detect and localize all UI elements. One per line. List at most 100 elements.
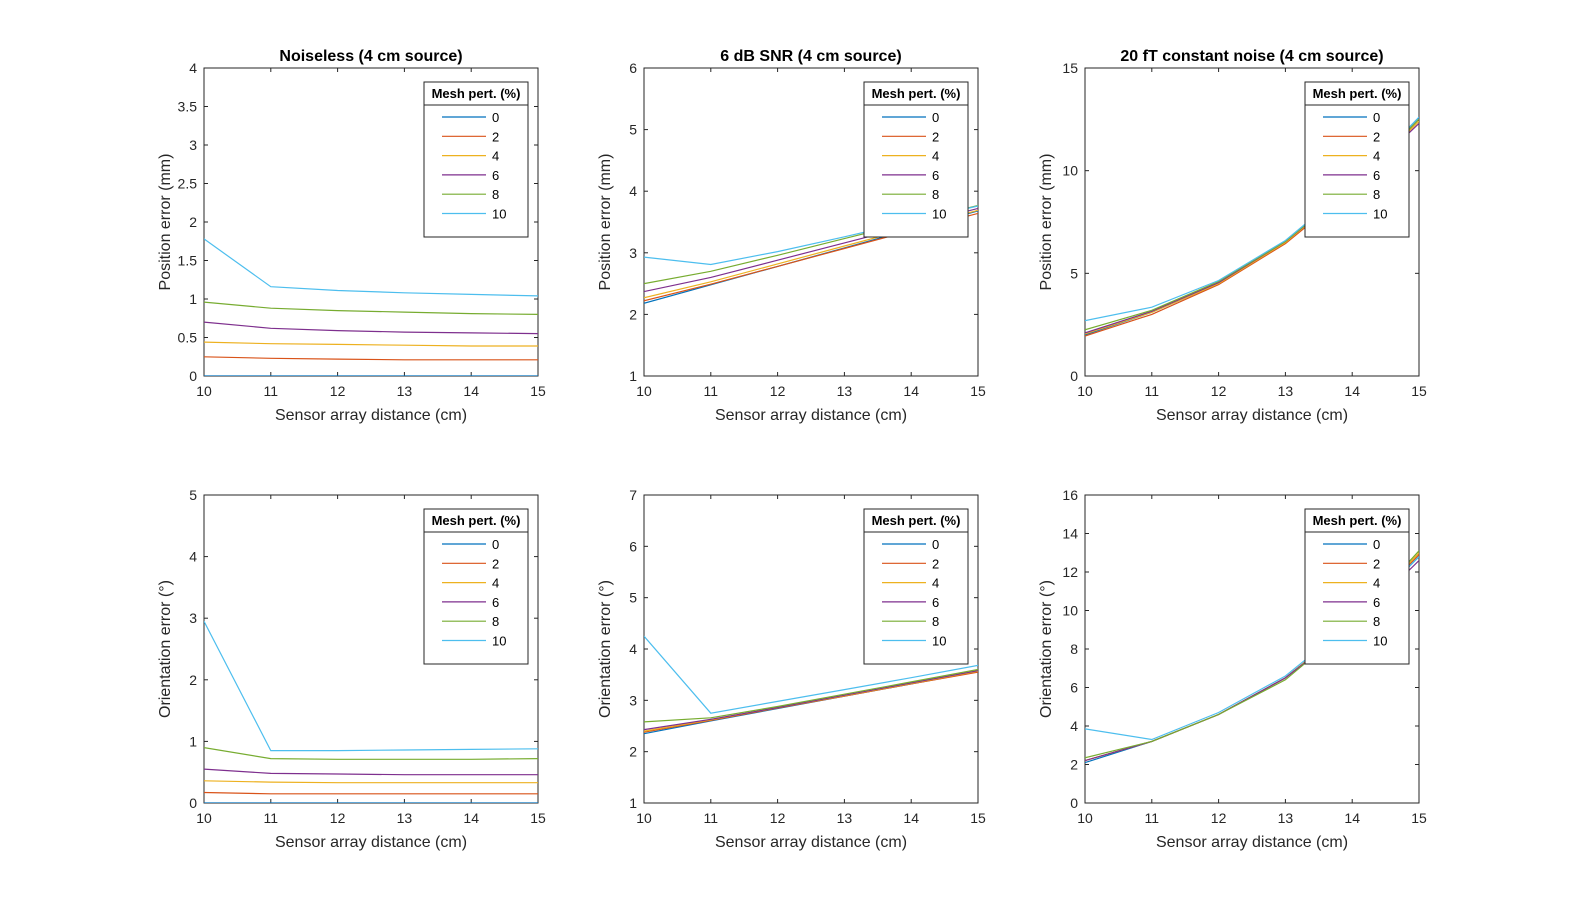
y-tick-label: 7 xyxy=(629,487,637,503)
y-tick-label: 5 xyxy=(1070,265,1078,281)
y-tick-label: 10 xyxy=(1062,603,1078,619)
y-axis-label: Position error (mm) xyxy=(1038,154,1055,291)
legend-entry-label: 2 xyxy=(1373,129,1380,144)
y-tick-label: 16 xyxy=(1062,487,1078,503)
x-tick-label: 12 xyxy=(330,383,346,399)
x-tick-label: 11 xyxy=(704,383,719,399)
legend-entry-label: 6 xyxy=(1373,168,1380,183)
x-tick-label: 15 xyxy=(970,383,986,399)
series-lines xyxy=(204,238,538,376)
series-line-2 xyxy=(204,791,538,795)
y-tick-label: 3 xyxy=(189,610,197,626)
x-tick-label: 14 xyxy=(903,383,919,399)
x-tick-label: 11 xyxy=(1145,383,1160,399)
x-tick-label: 11 xyxy=(264,383,279,399)
legend-title: Mesh pert. (%) xyxy=(1313,513,1402,528)
x-tick-label: 14 xyxy=(1344,383,1360,399)
legend-entry-label: 10 xyxy=(492,634,506,649)
series-line-4 xyxy=(204,780,538,784)
legend-entry-label: 4 xyxy=(1373,149,1380,164)
legend-title: Mesh pert. (%) xyxy=(1313,86,1402,101)
legend-entry-label: 0 xyxy=(932,110,939,125)
series-line-8 xyxy=(204,747,538,760)
x-tick-label: 13 xyxy=(397,383,413,399)
series-line-6 xyxy=(204,768,538,776)
legend: Mesh pert. (%) 0 2 4 6 8 10 xyxy=(423,508,529,665)
legend-box xyxy=(423,508,529,665)
y-tick-label: 3 xyxy=(629,692,637,708)
x-axis-label: Sensor array distance (cm) xyxy=(715,407,907,424)
x-tick-label: 15 xyxy=(1411,810,1427,826)
x-tick-label: 12 xyxy=(330,810,346,826)
y-tick-label: 4 xyxy=(629,641,637,657)
series-line-4 xyxy=(204,341,538,347)
legend-title: Mesh pert. (%) xyxy=(872,513,961,528)
series-line-8 xyxy=(644,668,978,723)
y-tick-label: 10 xyxy=(1062,163,1078,179)
y-tick-label: 0 xyxy=(1070,368,1078,384)
series-line-10 xyxy=(204,238,538,297)
legend: Mesh pert. (%) 0 2 4 6 8 10 xyxy=(863,81,969,238)
series-lines xyxy=(204,621,538,803)
legend-entry-label: 10 xyxy=(932,634,946,649)
y-tick-label: 5 xyxy=(629,122,637,138)
y-tick-label: 2 xyxy=(629,306,637,322)
x-tick-label: 13 xyxy=(837,810,853,826)
legend-entry-label: 4 xyxy=(932,576,939,591)
x-tick-label: 13 xyxy=(837,383,853,399)
y-tick-label: 1 xyxy=(629,795,637,811)
x-tick-label: 10 xyxy=(1077,383,1093,399)
legend-box xyxy=(1304,81,1410,238)
legend-entry-label: 10 xyxy=(932,207,946,222)
y-tick-label: 4 xyxy=(189,60,197,76)
y-tick-label: 2 xyxy=(629,744,637,760)
legend-box xyxy=(863,81,969,238)
legend-box xyxy=(1304,508,1410,665)
legend-entry-label: 4 xyxy=(1373,576,1380,591)
y-tick-label: 8 xyxy=(1070,641,1078,657)
x-tick-label: 10 xyxy=(196,810,212,826)
y-tick-label: 3 xyxy=(189,137,197,153)
x-axis-label: Sensor array distance (cm) xyxy=(715,834,907,851)
series-line-6 xyxy=(204,321,538,335)
legend-entry-label: 2 xyxy=(932,129,939,144)
legend-entry-label: 2 xyxy=(932,556,939,571)
legend-entry-label: 0 xyxy=(492,537,499,552)
y-tick-label: 4 xyxy=(189,549,197,565)
series-line-10 xyxy=(644,635,978,714)
series-line-6 xyxy=(644,670,978,731)
y-tick-label: 2 xyxy=(1070,757,1078,773)
y-tick-label: 3 xyxy=(629,245,637,261)
y-axis-label: Position error (mm) xyxy=(157,154,174,291)
x-tick-label: 15 xyxy=(530,810,546,826)
legend: Mesh pert. (%) 0 2 4 6 8 10 xyxy=(423,81,529,238)
x-tick-label: 11 xyxy=(704,810,719,826)
legend-entry-label: 6 xyxy=(1373,595,1380,610)
legend-title: Mesh pert. (%) xyxy=(872,86,961,101)
legend-entry-label: 4 xyxy=(492,576,499,591)
y-tick-label: 4 xyxy=(1070,718,1078,734)
legend-entry-label: 4 xyxy=(492,149,499,164)
y-tick-label: 6 xyxy=(629,60,637,76)
legend-box xyxy=(863,508,969,665)
legend-entry-label: 2 xyxy=(492,556,499,571)
legend-box xyxy=(423,81,529,238)
x-axis-label: Sensor array distance (cm) xyxy=(275,834,467,851)
x-tick-label: 10 xyxy=(636,383,652,399)
legend-entry-label: 10 xyxy=(1373,634,1387,649)
legend-entry-label: 10 xyxy=(1373,207,1387,222)
y-axis-label: Position error (mm) xyxy=(597,154,614,291)
series-lines xyxy=(644,635,978,735)
y-tick-label: 12 xyxy=(1062,564,1078,580)
legend: Mesh pert. (%) 0 2 4 6 8 10 xyxy=(1304,508,1410,665)
legend-entry-label: 8 xyxy=(492,614,499,629)
y-tick-label: 1 xyxy=(629,368,637,384)
x-axis-label: Sensor array distance (cm) xyxy=(1156,407,1348,424)
y-tick-label: 2 xyxy=(189,214,197,230)
x-tick-label: 11 xyxy=(264,810,279,826)
legend-entry-label: 6 xyxy=(492,595,499,610)
chart-panel-1: 10 11 12 13 14 15 0 0.5 1 1.5 2 2.5 3 3.5 4 Noiseless (… xyxy=(157,48,546,424)
